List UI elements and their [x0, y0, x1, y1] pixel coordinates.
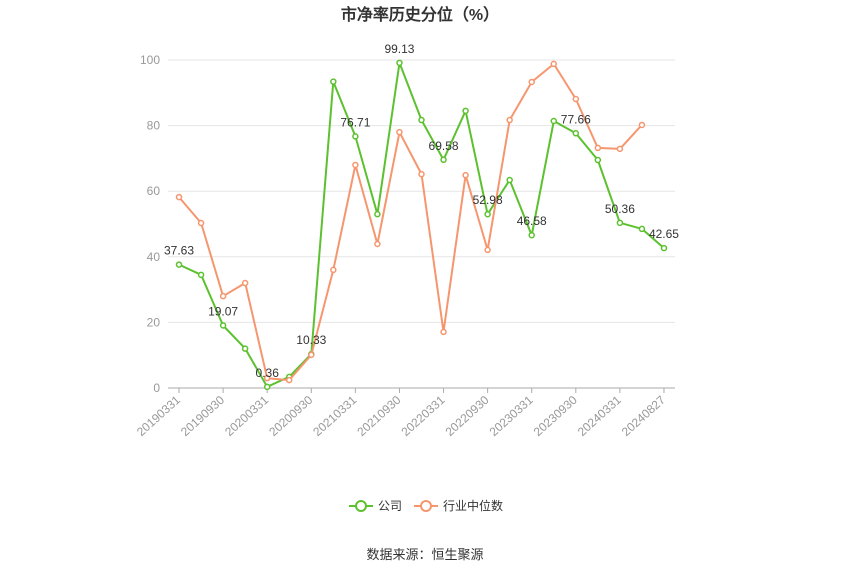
legend-industry-label: 行业中位数: [443, 498, 503, 513]
data-source: 数据来源：恒生聚源: [366, 547, 483, 562]
data-point: [616, 219, 624, 227]
data-point: [352, 133, 359, 140]
data-point: [263, 383, 271, 391]
y-tick-label: 20: [147, 315, 161, 329]
data-point: [396, 59, 403, 67]
data-label: 0.36: [256, 366, 280, 380]
data-point: [594, 144, 602, 152]
series-line: [178, 62, 643, 382]
data-point: [418, 170, 425, 178]
data-point: [462, 107, 469, 115]
y-tick-label: 0: [153, 381, 160, 395]
series-line: [178, 61, 665, 388]
data-point: [374, 240, 381, 248]
data-point: [572, 95, 580, 103]
data-point: [484, 246, 491, 254]
data-point: [263, 374, 271, 382]
data-point: [241, 279, 249, 287]
data-label: 10.33: [296, 333, 326, 347]
data-point: [197, 219, 205, 227]
data-point: [330, 266, 337, 274]
data-point: [462, 171, 469, 179]
data-point: [285, 376, 293, 384]
x-tick-label: 20240331: [575, 393, 624, 439]
data-label: 50.36: [605, 202, 635, 216]
x-tick-label: 20190331: [134, 393, 183, 439]
data-point: [594, 156, 602, 164]
data-point: [528, 231, 535, 239]
data-label: 77.66: [561, 112, 591, 126]
y-axis-labels: 0 20 40 60 80 100: [140, 53, 160, 395]
data-point: [374, 210, 381, 218]
data-point: [550, 60, 558, 68]
data-point: [241, 345, 249, 352]
data-point: [308, 351, 315, 359]
data-label: 46.58: [517, 214, 547, 228]
data-point: [506, 176, 513, 184]
data-label: 19.07: [208, 304, 238, 318]
data-point: [550, 117, 558, 125]
data-point: [418, 116, 425, 124]
data-point: [175, 193, 183, 201]
y-tick-label: 40: [147, 250, 161, 264]
data-point: [660, 244, 668, 252]
data-labels: 37.63 19.07 0.36 10.33 76.71 99.13 69.58 52.98 4…: [164, 42, 679, 380]
data-label: 52.98: [473, 193, 503, 207]
x-tick-label: 20190930: [178, 393, 227, 439]
data-point: [330, 78, 337, 85]
data-point: [484, 210, 491, 218]
data-point: [219, 292, 227, 300]
legend-company-marker-icon: [355, 500, 367, 512]
legend-company-label: 公司: [378, 499, 402, 513]
data-point: [396, 128, 403, 136]
data-point: [175, 261, 183, 268]
legend-item-company: 公司: [349, 499, 402, 513]
x-tick-label: 20220930: [443, 393, 492, 439]
data-point: [638, 225, 646, 233]
gridlines: [168, 59, 675, 323]
data-point: [440, 156, 447, 164]
x-tick-label: 20200331: [222, 393, 271, 439]
series-layer: [175, 59, 668, 391]
data-point: [219, 322, 227, 329]
data-point: [638, 121, 646, 129]
data-point: [506, 116, 513, 124]
legend: 公司 行业中位数: [349, 498, 503, 513]
y-tick-label: 80: [147, 119, 161, 133]
data-label: 76.71: [340, 115, 370, 129]
data-point: [352, 161, 359, 169]
data-point: [440, 328, 447, 336]
data-label: 69.58: [429, 139, 459, 153]
x-tick-label: 20230930: [531, 393, 580, 439]
x-tick-label: 20220331: [399, 393, 448, 439]
data-point: [572, 130, 580, 137]
data-point: [528, 78, 535, 86]
data-point: [197, 271, 205, 279]
legend-industry-marker-icon: [420, 500, 432, 512]
legend-item-industry-median: 行业中位数: [414, 498, 503, 513]
x-tick-label: 20240827: [619, 393, 668, 439]
x-tick-label: 20210930: [354, 393, 403, 439]
series-company: [175, 59, 668, 391]
chart-title: 市净率历史分位（%）: [341, 5, 499, 24]
x-tick-label: 20230331: [487, 393, 536, 439]
x-axis-labels: 2019033120190930202003312020093020210331…: [134, 388, 668, 439]
x-tick-label: 20210331: [310, 393, 359, 439]
data-label: 42.65: [649, 227, 679, 241]
y-tick-label: 60: [147, 184, 161, 198]
data-point: [616, 145, 624, 153]
x-tick-label: 20200930: [266, 393, 315, 439]
data-label: 37.63: [164, 244, 194, 258]
data-label: 99.13: [384, 42, 414, 56]
series-industry-median: [175, 60, 646, 384]
y-tick-label: 100: [140, 53, 160, 67]
